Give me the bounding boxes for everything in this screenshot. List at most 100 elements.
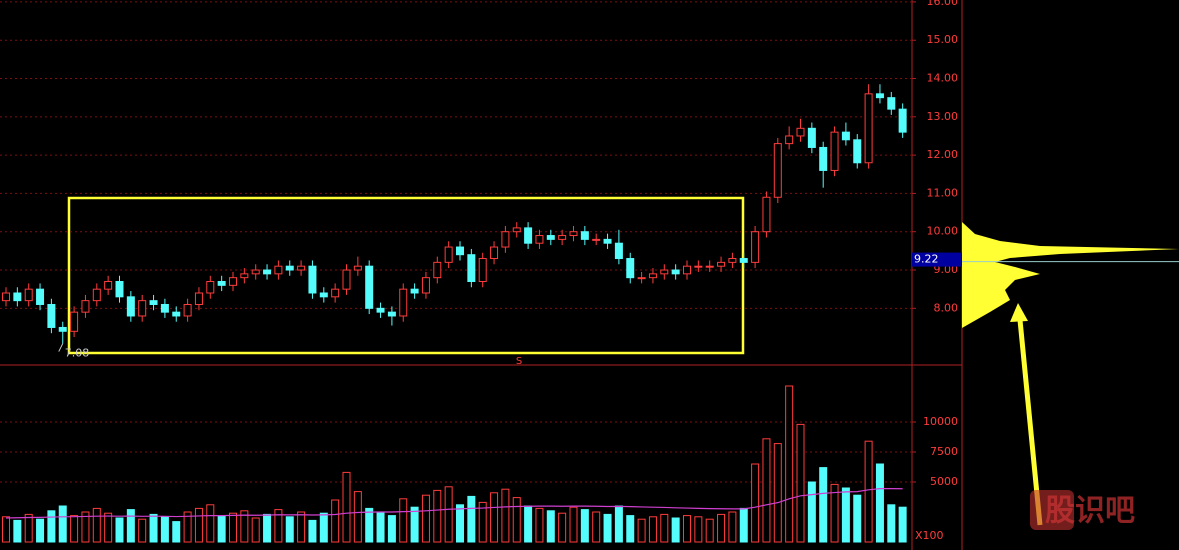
current-price-box — [912, 252, 962, 267]
volume-bar — [841, 487, 850, 543]
signal-marker: S — [516, 356, 522, 367]
candle-body — [319, 292, 328, 298]
candle-body — [70, 311, 79, 332]
volume-bar — [762, 438, 771, 543]
volume-bar — [47, 510, 56, 543]
candle-body — [853, 139, 862, 164]
candle-body — [285, 265, 294, 271]
candle-body — [728, 258, 737, 263]
volume-bar — [194, 507, 203, 543]
volume-bar — [671, 517, 680, 543]
volume-bar — [399, 498, 408, 543]
volume-bar — [240, 510, 249, 543]
volume-bar — [149, 513, 158, 543]
candle-body — [229, 277, 237, 286]
candle-body — [297, 265, 306, 271]
candle-body — [569, 231, 578, 237]
candle-body — [274, 265, 283, 275]
candle-body — [683, 265, 691, 275]
candle-body — [81, 300, 90, 313]
volume-bar — [558, 512, 567, 543]
volume-bar — [660, 513, 669, 543]
candle-body — [671, 269, 680, 275]
watermark: 股识吧 — [1045, 494, 1135, 529]
candle-body — [717, 261, 726, 267]
arrow-head — [1010, 303, 1028, 322]
candle-body — [206, 281, 215, 294]
volume-bar — [512, 497, 521, 543]
candle-body — [47, 303, 56, 328]
volume-bar — [751, 463, 760, 543]
volume-bar — [138, 518, 147, 543]
volume-ma — [5, 488, 903, 519]
volume-bar — [705, 518, 714, 543]
volume-bar — [58, 505, 67, 543]
volume-bar — [580, 509, 589, 543]
y-tick-label: 15.00 — [927, 33, 959, 46]
volume-bar — [467, 495, 476, 543]
candle-body — [603, 238, 612, 244]
candle-body — [614, 242, 623, 260]
volume-bar — [183, 511, 192, 543]
volume-bar — [853, 494, 862, 543]
volume-bar — [229, 512, 237, 543]
candle-body — [104, 281, 113, 290]
volume-bar — [376, 511, 385, 543]
volume-bar — [614, 505, 623, 543]
volume-bar — [160, 516, 169, 543]
y2-tick-label: 7500 — [930, 445, 958, 458]
volume-bar — [683, 515, 691, 543]
volume-bar — [694, 516, 703, 543]
low-label: 7.08 — [65, 347, 90, 360]
volume-bar — [81, 511, 90, 543]
low-pointer — [58, 343, 64, 352]
candle-body — [217, 281, 226, 286]
candle-body — [433, 261, 442, 279]
volume-bar — [875, 463, 884, 543]
volume-bar — [126, 509, 135, 543]
candle-body — [353, 265, 362, 271]
candle-body — [478, 258, 487, 283]
volume-bar — [478, 501, 487, 543]
volume-bar — [70, 515, 79, 543]
candle-body — [898, 108, 907, 133]
candle-body — [13, 292, 22, 302]
candle-body — [456, 246, 464, 256]
candle-body — [841, 131, 850, 141]
volume-bar — [717, 513, 726, 543]
candle-body — [2, 292, 10, 302]
candle-body — [387, 311, 396, 317]
volume-bar — [648, 516, 657, 543]
candle-body — [501, 231, 510, 248]
volume-bar — [898, 506, 907, 543]
volume-bar — [217, 515, 226, 543]
volume-bar — [456, 504, 464, 543]
candle-body — [819, 146, 828, 171]
candle-body — [796, 127, 805, 137]
candle-body — [444, 246, 453, 263]
volume-bar — [387, 515, 396, 543]
volume-bar — [807, 481, 816, 543]
y-tick-label: 14.00 — [927, 72, 959, 85]
volume-bar — [569, 506, 578, 543]
candle-body — [376, 307, 385, 313]
volume-bar — [251, 517, 260, 543]
y-tick-label: 12.00 — [927, 148, 959, 161]
volume-bar — [353, 491, 362, 543]
candle-body — [807, 127, 816, 148]
candle-body — [535, 235, 544, 244]
candle-body — [138, 300, 147, 317]
volume-bar — [637, 518, 646, 543]
candle-body — [194, 292, 203, 305]
volume-bar — [285, 516, 294, 543]
candle-body — [773, 143, 782, 198]
volume-bar — [444, 486, 453, 543]
candle-body — [126, 296, 135, 317]
volume-bar — [115, 517, 124, 543]
candle-body — [172, 311, 181, 317]
candle-body — [24, 288, 33, 302]
candle-body — [694, 265, 703, 268]
volume-bar — [36, 518, 45, 543]
